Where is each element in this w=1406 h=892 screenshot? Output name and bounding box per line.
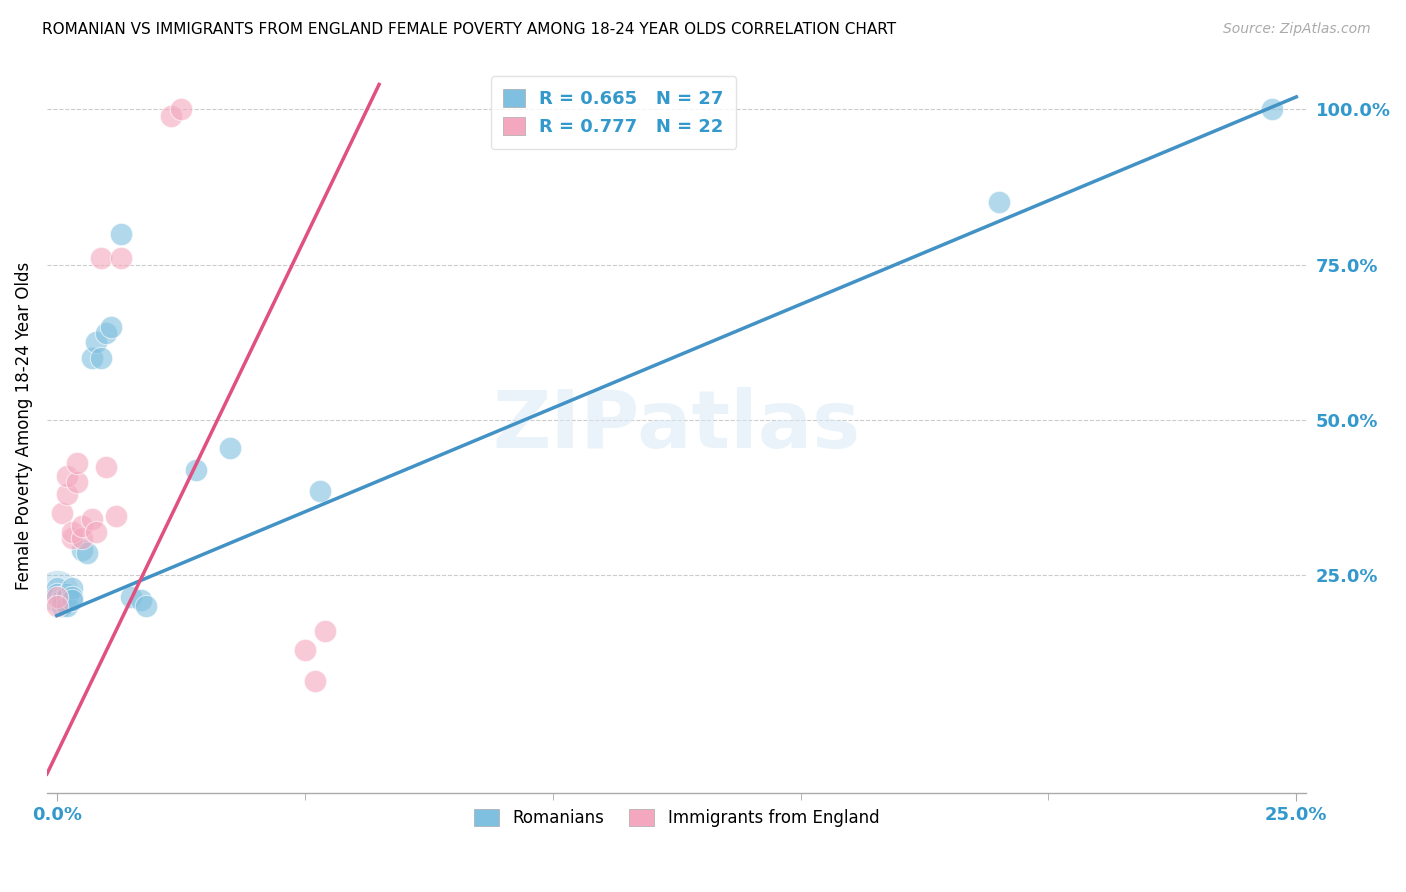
Point: [51, 590, 73, 604]
Point: [86, 524, 108, 539]
Point: [90, 351, 112, 365]
Point: [51, 593, 73, 607]
Text: ROMANIAN VS IMMIGRANTS FROM ENGLAND FEMALE POVERTY AMONG 18-24 YEAR OLDS CORRELA: ROMANIAN VS IMMIGRANTS FROM ENGLAND FEMA…: [42, 22, 896, 37]
Point: [90, 252, 112, 266]
Point: [60, 524, 83, 539]
Point: [987, 195, 1010, 210]
Point: [45, 587, 67, 601]
Point: [70, 543, 93, 558]
Point: [45, 590, 67, 604]
Point: [66, 457, 89, 471]
Point: [60, 581, 83, 595]
Point: [55, 599, 77, 614]
Point: [66, 475, 89, 489]
Point: [45, 599, 67, 614]
Point: [96, 459, 118, 474]
Point: [70, 531, 93, 545]
Point: [1260, 103, 1282, 117]
Point: [304, 673, 326, 688]
Point: [55, 590, 77, 604]
Point: [110, 227, 132, 241]
Point: [60, 593, 83, 607]
Point: [110, 252, 132, 266]
Legend: Romanians, Immigrants from England: Romanians, Immigrants from England: [465, 801, 887, 836]
Point: [86, 335, 108, 350]
Point: [129, 593, 152, 607]
Point: [219, 441, 242, 455]
Point: [308, 484, 330, 499]
Y-axis label: Female Poverty Among 18-24 Year Olds: Female Poverty Among 18-24 Year Olds: [15, 262, 32, 591]
Point: [96, 326, 118, 340]
Point: [76, 546, 98, 560]
Point: [105, 509, 128, 524]
Point: [45, 581, 67, 595]
Point: [294, 642, 316, 657]
Point: [80, 512, 103, 526]
Point: [135, 599, 157, 614]
Point: [51, 599, 73, 614]
Point: [60, 531, 83, 545]
Point: [55, 487, 77, 501]
Point: [160, 108, 183, 122]
Point: [314, 624, 336, 639]
Text: ZIPatlas: ZIPatlas: [492, 387, 860, 465]
Point: [170, 103, 193, 117]
Point: [45, 583, 67, 598]
Text: Source: ZipAtlas.com: Source: ZipAtlas.com: [1223, 22, 1371, 37]
Point: [55, 587, 77, 601]
Point: [120, 590, 142, 604]
Point: [60, 590, 83, 604]
Point: [100, 319, 122, 334]
Point: [70, 518, 93, 533]
Point: [55, 468, 77, 483]
Point: [184, 462, 207, 476]
Point: [51, 506, 73, 520]
Point: [80, 351, 103, 365]
